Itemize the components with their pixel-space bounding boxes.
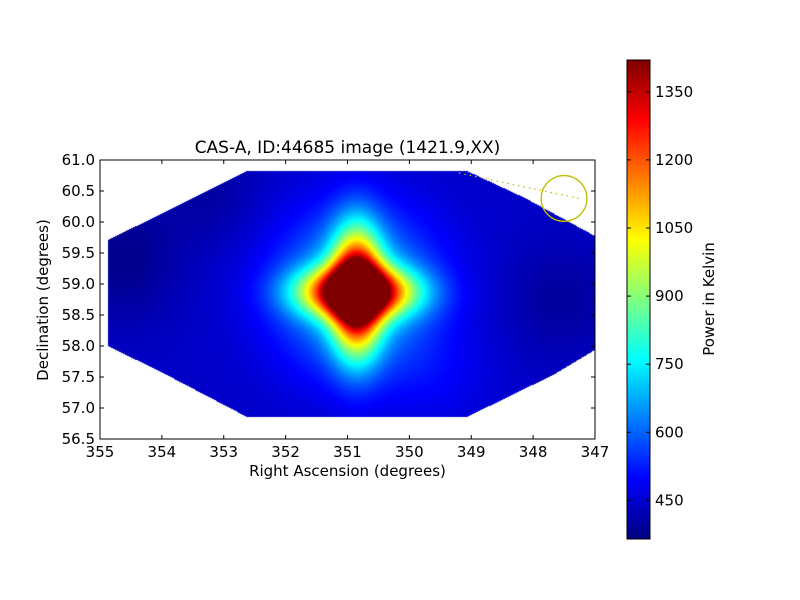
colorbar-tick-label: 1350 [655,83,693,101]
plot-area [99,159,596,440]
colorbar-tick-label: 450 [655,491,684,509]
x-tick-label: 352 [271,443,300,461]
y-tick-label: 58.0 [62,337,95,355]
x-axis: 355 354 353 352 351 350 349 348 347 [86,160,610,461]
x-tick-label: 351 [333,443,362,461]
y-tick-label: 60.0 [62,213,95,231]
x-tick-label: 353 [209,443,238,461]
colorbar-tick-label: 750 [655,355,684,373]
y-tick-label: 60.5 [62,182,95,200]
y-tick-label: 59.5 [62,244,95,262]
colorbar-tick-label: 900 [655,287,684,305]
colorbar-tick-label: 1050 [655,219,693,237]
y-tick-label: 56.5 [62,430,95,448]
colorbar-tick-label: 600 [655,423,684,441]
x-tick-label: 355 [86,443,115,461]
y-axis: 56.5 57.0 57.5 58.0 58.5 59.0 59.5 60.0 60.5 61.0 [62,151,595,448]
x-tick-label: 349 [457,443,486,461]
y-tick-label: 57.5 [62,368,95,386]
heatmap-image [100,160,595,439]
y-tick-label: 57.0 [62,399,95,417]
y-tick-label: 61.0 [62,151,95,169]
x-tick-label: 350 [395,443,424,461]
beam-marker [458,172,588,222]
chart-title: CAS-A, ID:44685 image (1421.9,XX) [195,138,501,158]
colorbar-frame [626,59,651,540]
colorbar-label: Power in Kelvin [700,242,718,356]
colorbar-gradient [627,60,650,539]
x-tick-label: 354 [148,443,177,461]
x-tick-label: 347 [581,443,610,461]
colorbar: 450 600 750 900 1050 1200 1350 Power in Kelvin [626,59,718,540]
y-tick-label: 59.0 [62,275,95,293]
x-tick-label: 348 [519,443,548,461]
y-axis-label: Declination (degrees) [34,219,52,381]
colorbar-tick-label: 1200 [655,151,693,169]
colorbar-ticks: 450 600 750 900 1050 1200 1350 [627,83,693,509]
beam-circle [540,174,588,222]
y-tick-label: 58.5 [62,306,95,324]
x-axis-label: Right Ascension (degrees) [249,462,446,480]
beam-pointer-line [458,172,580,200]
